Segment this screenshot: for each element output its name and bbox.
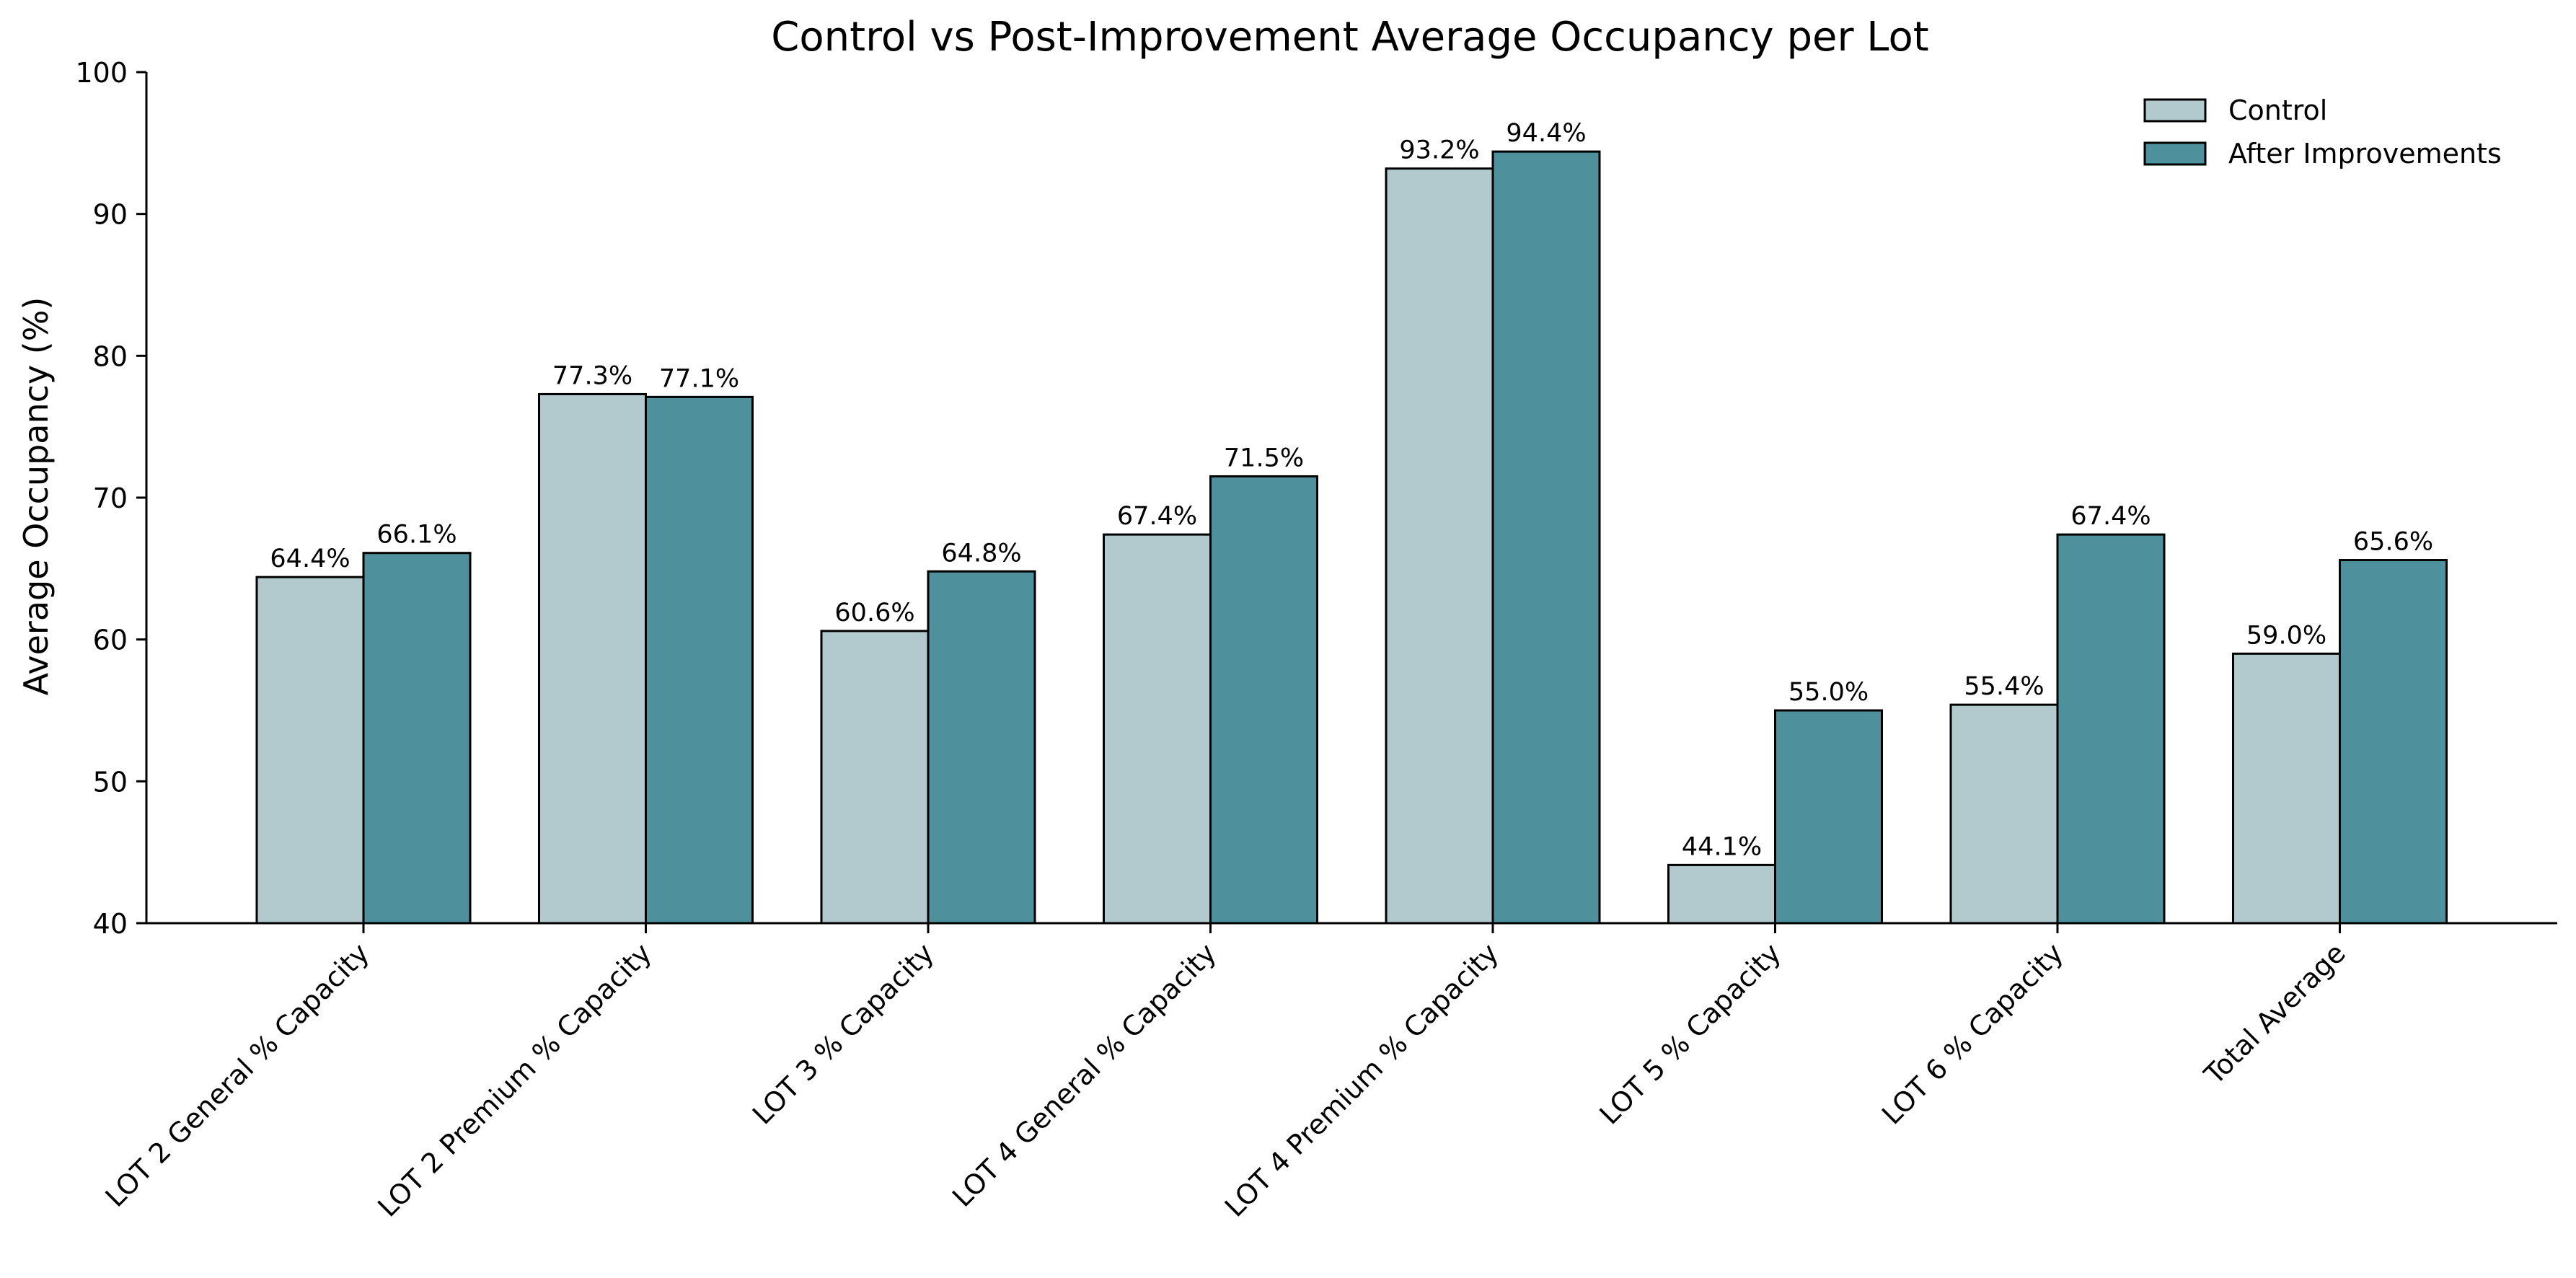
y-tick-label: 100 xyxy=(75,57,128,89)
chart-title: Control vs Post-Improvement Average Occu… xyxy=(771,14,1929,61)
y-tick-label: 60 xyxy=(93,625,128,656)
bar-after-improvements xyxy=(1209,475,1318,925)
legend-swatch-control xyxy=(2143,98,2207,123)
bar-value-label: 55.4% xyxy=(1964,672,2044,701)
bar-control xyxy=(1103,533,1212,925)
bars-group xyxy=(255,150,2448,925)
x-tick-label: LOT 3 % Capacity xyxy=(746,937,940,1130)
legend-label: After Improvements xyxy=(2228,138,2502,169)
bar-control xyxy=(1949,703,2059,925)
y-tick-label: 50 xyxy=(93,766,128,798)
x-tick-label: LOT 2 Premium % Capacity xyxy=(371,937,657,1222)
bar-after-improvements xyxy=(645,395,754,925)
legend-swatch-after-improvements xyxy=(2143,141,2207,166)
bar-control xyxy=(1385,167,1494,925)
y-axis-label: Average Occupancy (%) xyxy=(17,297,56,696)
bar-after-improvements xyxy=(362,552,472,925)
bar-value-label: 44.1% xyxy=(1682,832,1762,861)
bar-value-label: 67.4% xyxy=(1117,502,1197,531)
bar-after-improvements xyxy=(1491,150,1601,925)
bar-value-label: 65.6% xyxy=(2353,528,2433,557)
y-tick-label: 90 xyxy=(93,199,128,231)
bar-control xyxy=(820,630,930,925)
bar-after-improvements xyxy=(927,570,1036,925)
bar-value-label: 67.4% xyxy=(2070,502,2151,531)
bar-after-improvements xyxy=(2339,559,2448,925)
legend: Control After Improvements xyxy=(2143,94,2502,169)
x-tick-label: LOT 6 % Capacity xyxy=(1876,937,2069,1130)
bar-control xyxy=(1667,863,1776,925)
x-tick-label: LOT 5 % Capacity xyxy=(1593,937,1786,1130)
bar-value-label: 64.4% xyxy=(270,545,350,573)
bar-control xyxy=(538,392,647,925)
bar-control xyxy=(255,576,365,925)
y-axis-ticks: 40 50 60 70 80 90 100 xyxy=(75,57,146,940)
x-tick-label: LOT 4 Premium % Capacity xyxy=(1219,937,1504,1222)
bar-value-label: 77.1% xyxy=(659,364,739,393)
bar-value-label: 59.0% xyxy=(2246,621,2326,650)
bar-value-label: 60.6% xyxy=(834,599,914,627)
bar-after-improvements xyxy=(2056,533,2166,925)
bar-labels-group: 64.4% 66.1% 77.3% 77.1% 60.6% 64.8% 67.4% 71.5%… xyxy=(270,119,2433,861)
x-tick-label: Total Average xyxy=(2197,937,2351,1090)
x-tick-label: LOT 4 General % Capacity xyxy=(946,937,1222,1213)
bar-after-improvements xyxy=(1774,709,1883,925)
y-tick-label: 80 xyxy=(93,340,128,372)
bar-control xyxy=(2232,652,2341,925)
bar-value-label: 94.4% xyxy=(1506,119,1586,148)
bar-value-label: 93.2% xyxy=(1399,136,1479,165)
bar-value-label: 66.1% xyxy=(376,521,456,550)
bar-value-label: 64.8% xyxy=(941,539,1021,568)
y-tick-label: 70 xyxy=(93,482,128,514)
bar-value-label: 55.0% xyxy=(1788,678,1869,707)
bar-value-label: 77.3% xyxy=(552,361,632,390)
x-tick-label: LOT 2 General % Capacity xyxy=(100,937,376,1213)
y-tick-label: 40 xyxy=(93,908,128,940)
legend-label: Control xyxy=(2228,94,2327,126)
bar-value-label: 71.5% xyxy=(1224,444,1304,473)
